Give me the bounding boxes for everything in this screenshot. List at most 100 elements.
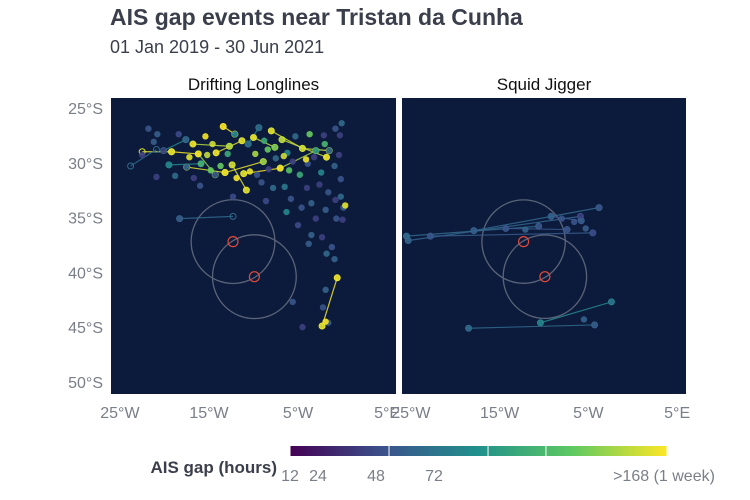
gap-event-point [264,146,271,153]
gap-event-point [305,240,312,248]
eez-circle [211,234,297,320]
x-tick-label: 15°W [480,405,520,422]
gap-event-point [578,217,585,224]
gap-track [279,150,317,169]
panel-title: Drifting Longlines [188,75,319,94]
gap-event-point [160,147,167,154]
gap-track [224,161,264,174]
gap-event-point [269,184,277,192]
gap-event-point [258,179,265,186]
gap-event-point [186,154,193,161]
gap-event-point [317,169,325,176]
gap-event-point [292,133,299,140]
island-outline [539,271,551,283]
gap-event-point [332,125,339,132]
gap-event-point [321,140,328,148]
gap-event-point [296,171,304,178]
gap-event-point [465,325,472,332]
gap-event-point [260,137,268,144]
gap-track [168,163,201,166]
panel-background [402,98,686,394]
gap-event-point [238,137,246,144]
gap-event-point [285,167,293,174]
y-axis: 25°S 30°S 35°S 40°S 45°S 50°S [68,101,103,392]
panel-title: Squid Jigger [497,75,592,94]
gap-track [171,151,199,155]
gap-event-point [289,298,296,306]
gap-event-point [182,136,190,143]
gap-event-point [281,183,288,190]
gap-event-point [244,140,252,148]
gap-event-point [298,204,305,211]
gap-event-point [582,225,589,232]
gap-event-point [537,319,544,326]
gap-event-point [233,174,240,182]
gap-event-point [240,170,247,177]
gap-event-point [328,243,336,251]
gap-event-point [333,215,340,222]
y-tick-label: 35°S [68,211,103,228]
gap-event-point [280,152,287,160]
x-tick-label: 5°E [664,405,690,422]
gap-event-point [153,173,160,181]
gap-event-point [342,202,349,209]
gap-event-point [289,158,296,165]
chart-subtitle: 01 Jan 2019 - 30 Jun 2021 [110,37,325,57]
gap-event-point [325,189,332,196]
legend-title: AIS gap (hours) [150,458,277,477]
gap-event-point [212,171,219,178]
gap-event-point [563,226,571,233]
track-endpoint [229,212,237,220]
legend-tick-label: 12 [281,468,299,485]
gap-event-point [197,160,205,167]
gap-event-point [323,154,330,161]
gap-track [430,232,593,237]
gap-event-point [318,234,326,241]
color-legend: AIS gap (hours) 12 24 48 72 >168 (1 week) [150,446,715,485]
gap-event-point [306,130,313,138]
gap-event-point [168,148,175,155]
gap-event-point [250,134,257,141]
gap-event-point [502,225,510,232]
gap-event-point [326,147,333,154]
x-tick-label: 5°E [374,405,400,422]
gap-event-point [337,175,344,183]
gap-event-point [224,150,231,158]
panel-squid-jigger: Squid Jigger 25°W 15°W 5°W 5°E [391,75,690,422]
track-endpoint [127,162,135,170]
y-tick-label: 50°S [68,375,103,392]
gap-event-point [231,130,238,138]
gap-event-point [331,162,338,170]
gap-event-point [207,167,214,174]
chart-title: AIS gap events near Tristan da Cunha [110,4,523,30]
gap-event-point [547,213,555,220]
eez-circle [481,199,566,284]
x-tick-label: 5°W [283,405,314,422]
gap-event-point [229,193,237,200]
gap-event-point [332,196,339,204]
gap-event-point [589,229,597,237]
gap-track [540,301,612,324]
gap-event-point [336,132,344,139]
island-outline [248,271,260,283]
gap-event-point [271,144,279,151]
gap-event-point [299,145,306,152]
track-endpoint [152,146,160,154]
gap-event-point [608,298,615,306]
gap-event-point [171,172,179,180]
gap-track [186,166,226,174]
gap-event-point [335,151,343,159]
island-outline [227,236,239,248]
y-tick-label: 40°S [68,265,103,282]
gap-event-point [323,250,330,257]
gap-event-point [228,161,236,169]
gap-event-point [150,138,157,146]
gap-event-point [337,193,344,200]
legend-tick-label: 48 [367,468,385,485]
gap-event-point [320,132,328,139]
gap-event-point [283,208,290,216]
gap-event-point [310,154,318,161]
gap-event-point [190,174,198,182]
panel-drifting-longlines: Drifting Longlines 25°W 15°W 5°W 5°E [100,75,400,422]
